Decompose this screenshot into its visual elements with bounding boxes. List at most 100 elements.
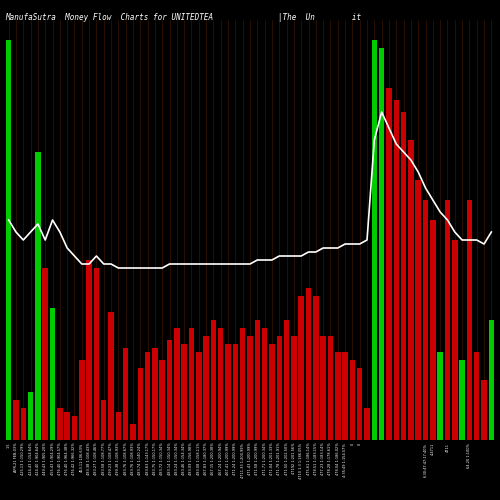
- Text: 483.76 1:108.93%: 483.76 1:108.93%: [131, 443, 135, 476]
- Bar: [20, 408, 26, 440]
- Bar: [444, 200, 450, 440]
- Bar: [42, 268, 48, 440]
- Text: 476.40 1:904.57%: 476.40 1:904.57%: [58, 443, 62, 476]
- Text: 483.46 1:154.34%: 483.46 1:154.34%: [182, 443, 186, 476]
- Bar: [57, 408, 62, 440]
- Bar: [482, 380, 487, 440]
- Text: 6-30:47:47:17:40%: 6-30:47:47:17:40%: [424, 443, 428, 476]
- Bar: [94, 268, 99, 440]
- Bar: [72, 416, 77, 440]
- Bar: [313, 296, 318, 440]
- Bar: [452, 240, 458, 440]
- Text: 1.5: 1.5: [6, 443, 10, 448]
- Bar: [276, 336, 282, 440]
- Text: 4711: 4711: [446, 443, 450, 452]
- Text: 483.58 1:108.77%: 483.58 1:108.77%: [102, 443, 105, 476]
- Text: 4:35:49 1:154.57%: 4:35:49 1:154.57%: [343, 443, 347, 476]
- Bar: [328, 336, 333, 440]
- Bar: [64, 412, 70, 440]
- Bar: [50, 308, 56, 440]
- Text: 483.75 1:150.17%: 483.75 1:150.17%: [153, 443, 157, 476]
- Bar: [116, 412, 121, 440]
- Bar: [130, 424, 136, 440]
- Text: 478.51 1:183.15%: 478.51 1:183.15%: [314, 443, 318, 476]
- Text: APR-21 FEB-03%: APR-21 FEB-03%: [14, 443, 18, 472]
- Bar: [123, 348, 128, 440]
- Bar: [174, 328, 180, 440]
- Bar: [79, 360, 84, 440]
- Bar: [416, 180, 421, 440]
- Bar: [408, 140, 414, 440]
- Bar: [210, 320, 216, 440]
- Text: 453.11:106.63%: 453.11:106.63%: [80, 443, 84, 472]
- Bar: [6, 40, 12, 440]
- Bar: [298, 296, 304, 440]
- Text: 499.23 1:108.47%: 499.23 1:108.47%: [109, 443, 113, 476]
- Text: 4710 1:3 1:186.05%: 4710 1:3 1:186.05%: [299, 443, 303, 479]
- Bar: [232, 344, 238, 440]
- Bar: [474, 352, 480, 440]
- Bar: [167, 340, 172, 440]
- Text: 475.61 1:186.14%: 475.61 1:186.14%: [306, 443, 310, 476]
- Text: 64-20 1:100%: 64-20 1:100%: [468, 443, 471, 468]
- Bar: [488, 320, 494, 440]
- Text: 424.43 1:154.64%: 424.43 1:154.64%: [28, 443, 32, 476]
- Bar: [401, 112, 406, 440]
- Bar: [196, 352, 202, 440]
- Bar: [262, 328, 268, 440]
- Bar: [226, 344, 231, 440]
- Bar: [320, 336, 326, 440]
- Text: 476.42 1:966.32%: 476.42 1:966.32%: [72, 443, 76, 476]
- Text: 483.72 1:150.34%: 483.72 1:150.34%: [160, 443, 164, 476]
- Text: 449.43 1:905.20%: 449.43 1:905.20%: [43, 443, 47, 476]
- Bar: [379, 48, 384, 440]
- Text: 471.71 1:200.34%: 471.71 1:200.34%: [262, 443, 266, 476]
- Text: 4711.33 1:200.99%: 4711.33 1:200.99%: [240, 443, 244, 478]
- Text: 483.08 1:158.11%: 483.08 1:158.11%: [197, 443, 201, 476]
- Bar: [364, 408, 370, 440]
- Text: 478.04 1:186.02%: 478.04 1:186.02%: [336, 443, 340, 476]
- Text: 483.74 1:140.24%: 483.74 1:140.24%: [138, 443, 142, 476]
- Bar: [182, 344, 187, 440]
- Text: 499.38 1:108.93%: 499.38 1:108.93%: [116, 443, 120, 476]
- Bar: [189, 328, 194, 440]
- Bar: [466, 200, 472, 440]
- Bar: [386, 88, 392, 440]
- Bar: [240, 328, 246, 440]
- Text: 0: 0: [358, 443, 362, 445]
- Bar: [108, 312, 114, 440]
- Bar: [438, 352, 443, 440]
- Text: 424.40 1:904.64%: 424.40 1:904.64%: [36, 443, 40, 476]
- Bar: [430, 220, 436, 440]
- Text: 467.41 1:200.99%: 467.41 1:200.99%: [226, 443, 230, 476]
- Bar: [101, 400, 106, 440]
- Text: 467.15 1:200.38%: 467.15 1:200.38%: [212, 443, 216, 476]
- Bar: [35, 152, 40, 440]
- Text: 483.63 1:143.17%: 483.63 1:143.17%: [146, 443, 150, 476]
- Text: 483.76 1:108.67%: 483.76 1:108.67%: [124, 443, 128, 476]
- Text: 477.23 1:183.14%: 477.23 1:183.14%: [321, 443, 325, 476]
- Text: 467.24 1:200.94%: 467.24 1:200.94%: [218, 443, 222, 476]
- Bar: [86, 260, 92, 440]
- Text: 483.38 1:108.43%: 483.38 1:108.43%: [87, 443, 91, 476]
- Text: 483.27 1:108.46%: 483.27 1:108.46%: [94, 443, 98, 476]
- Text: ManufaSutra  Money Flow  Charts for UNITEDTEA              |The  Un        it: ManufaSutra Money Flow Charts for UNITED…: [5, 12, 361, 22]
- Text: 478.28 1:178.61%: 478.28 1:178.61%: [328, 443, 332, 476]
- Text: 471.58 1:200.99%: 471.58 1:200.99%: [256, 443, 260, 476]
- Bar: [306, 288, 312, 440]
- Bar: [138, 368, 143, 440]
- Text: 471.50 1:202.50%: 471.50 1:202.50%: [284, 443, 288, 476]
- Bar: [372, 40, 377, 440]
- Text: 471.04 1:201.33%: 471.04 1:201.33%: [270, 443, 274, 476]
- Bar: [204, 336, 209, 440]
- Bar: [13, 400, 18, 440]
- Bar: [350, 360, 355, 440]
- Bar: [291, 336, 296, 440]
- Bar: [342, 352, 348, 440]
- Bar: [254, 320, 260, 440]
- Bar: [160, 360, 165, 440]
- Text: 483.14 1:150.34%: 483.14 1:150.34%: [168, 443, 172, 476]
- Text: 483.24 1:150.34%: 483.24 1:150.34%: [175, 443, 179, 476]
- Text: 4.4711: 4.4711: [431, 443, 435, 455]
- Bar: [269, 344, 274, 440]
